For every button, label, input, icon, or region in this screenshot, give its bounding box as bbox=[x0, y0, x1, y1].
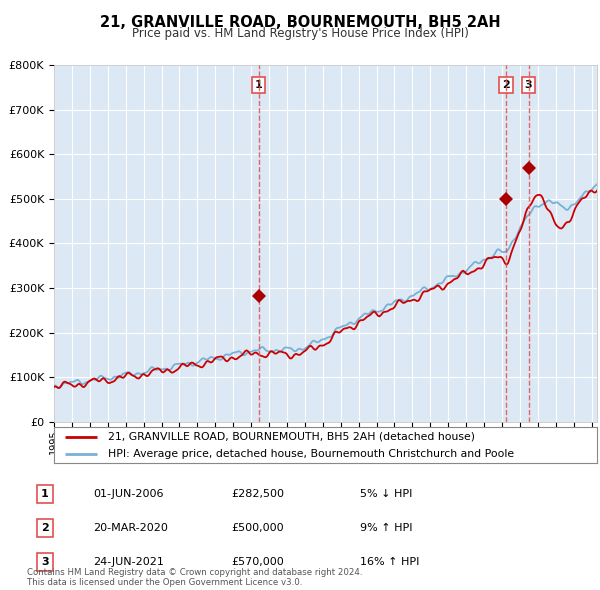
Text: HPI: Average price, detached house, Bournemouth Christchurch and Poole: HPI: Average price, detached house, Bour… bbox=[109, 449, 514, 459]
Text: 1: 1 bbox=[41, 489, 49, 499]
Text: 24-JUN-2021: 24-JUN-2021 bbox=[93, 558, 164, 567]
Text: £500,000: £500,000 bbox=[231, 523, 284, 533]
Text: 20-MAR-2020: 20-MAR-2020 bbox=[93, 523, 168, 533]
Text: £570,000: £570,000 bbox=[231, 558, 284, 567]
Text: 16% ↑ HPI: 16% ↑ HPI bbox=[360, 558, 419, 567]
Text: 5% ↓ HPI: 5% ↓ HPI bbox=[360, 489, 412, 499]
Text: 21, GRANVILLE ROAD, BOURNEMOUTH, BH5 2AH: 21, GRANVILLE ROAD, BOURNEMOUTH, BH5 2AH bbox=[100, 15, 500, 30]
Text: £282,500: £282,500 bbox=[231, 489, 284, 499]
Text: Contains HM Land Registry data © Crown copyright and database right 2024.
This d: Contains HM Land Registry data © Crown c… bbox=[27, 568, 362, 587]
Text: 3: 3 bbox=[525, 80, 532, 90]
Text: 2: 2 bbox=[502, 80, 510, 90]
Text: 1: 1 bbox=[255, 80, 263, 90]
Text: 21, GRANVILLE ROAD, BOURNEMOUTH, BH5 2AH (detached house): 21, GRANVILLE ROAD, BOURNEMOUTH, BH5 2AH… bbox=[109, 432, 475, 442]
Text: 2: 2 bbox=[41, 523, 49, 533]
Text: 3: 3 bbox=[41, 558, 49, 567]
Text: Price paid vs. HM Land Registry's House Price Index (HPI): Price paid vs. HM Land Registry's House … bbox=[131, 27, 469, 40]
Text: 9% ↑ HPI: 9% ↑ HPI bbox=[360, 523, 413, 533]
Text: 01-JUN-2006: 01-JUN-2006 bbox=[93, 489, 163, 499]
